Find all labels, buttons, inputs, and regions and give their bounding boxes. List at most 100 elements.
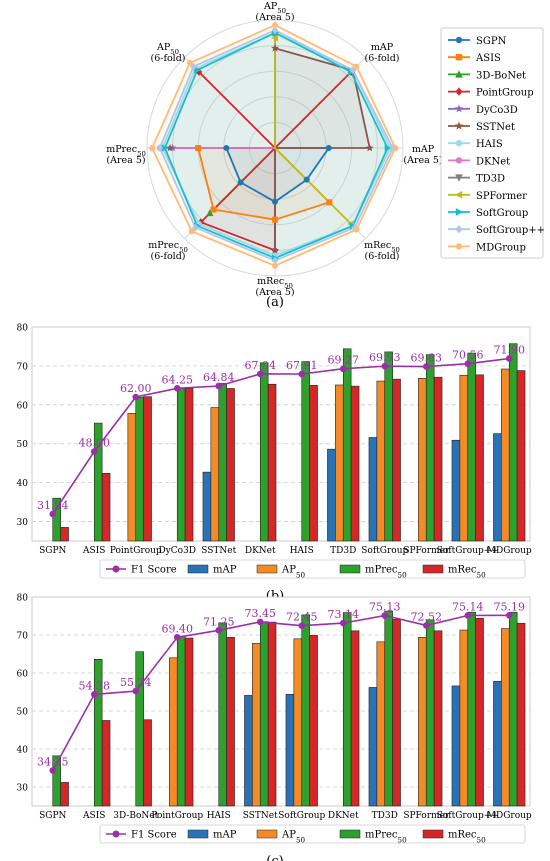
legend-label-mrec50: mRec50 (448, 565, 486, 580)
legend-label-pointgroup: PointGroup (476, 88, 534, 99)
x-tick-label-asis: ASIS (82, 811, 105, 821)
legend-label-ap50: AP50 (281, 830, 306, 845)
f1-point (90, 691, 98, 698)
bar-ap50-sstnet (252, 643, 261, 807)
f1-value-label: 72.45 (286, 611, 318, 624)
legend-swatch-mrec50 (422, 829, 444, 839)
bar-map-sstnet (202, 471, 212, 542)
bar-legend: F1 Score mAP AP50 mPrec50 mRec50 (99, 824, 526, 845)
f1-value-label: 75.14 (452, 600, 484, 613)
bar-mprec50-mdgroup (508, 343, 518, 542)
bar-mrec50-sstnet (267, 621, 277, 807)
radar-series-markers (149, 22, 399, 269)
f1-value-label: 62.00 (120, 382, 152, 395)
f1-value-label: 73.14 (328, 608, 360, 621)
bar-map-td3d (368, 687, 378, 807)
f1-line (52, 357, 510, 515)
f1-value-label: 34.35 (37, 755, 69, 768)
radar-point-asis (326, 199, 333, 206)
bar-mrec50-td3d (350, 385, 360, 542)
bar-map-softgroup (368, 437, 378, 542)
radar-axis-label: AP50 (156, 42, 179, 56)
f1-value-label: 64.25 (162, 373, 194, 386)
x-tick-label-pointgroup: PointGroup (151, 811, 203, 821)
radar-point-softgroup (190, 62, 197, 71)
f1-point (298, 622, 306, 629)
bar-mprec50-sstnet (259, 621, 269, 807)
bar-ap50-mdgroup (501, 368, 510, 542)
bar-mrec50-softgroup (475, 617, 484, 807)
radar-point-softgroup (161, 144, 169, 152)
bar-mprec50-softgroup (467, 352, 476, 542)
f1-point (256, 618, 264, 626)
radar-point-3d-bonet (206, 209, 214, 217)
bar-ap50-softgroup (459, 374, 469, 542)
bar-mrec50-dknet (350, 630, 360, 807)
y-tick-label: 30 (17, 518, 29, 528)
legend-marker-softgroup (455, 208, 464, 216)
bar-mrec50-hais (309, 385, 318, 542)
radar-point-asis (210, 206, 217, 213)
plot-frame (31, 326, 531, 542)
radar-point-asis (272, 216, 278, 223)
legend-marker-3d-bonet (455, 70, 463, 78)
bar-mprec50-mdgroup (508, 611, 518, 807)
f1-value-label: 67.91 (286, 359, 318, 372)
f1-point (173, 633, 181, 641)
radar-point-softgroup (384, 144, 392, 152)
legend-marker-mdgroup (455, 243, 463, 250)
radar-point-mdgroup (272, 262, 278, 269)
legend-marker-asis (455, 54, 463, 61)
legend-marker-pointgroup (455, 87, 463, 96)
radar-point-softgroup (271, 256, 279, 265)
y-tick-label: 40 (17, 479, 29, 489)
bar-mrec50-dknet (267, 383, 277, 542)
radar-line-pointgroup (198, 71, 352, 252)
f1-value-label: 31.94 (37, 499, 69, 512)
bar-mrec50-3d-bonet (143, 719, 152, 807)
f1-point (215, 626, 223, 634)
f1-value-label: 67.94 (245, 359, 277, 372)
legend-label-mprec50: mPrec50 (365, 830, 407, 845)
bar-mrec50-sgpn (60, 782, 69, 807)
radar-fill-asis (198, 148, 330, 220)
radar-point-mdgroup (353, 226, 360, 233)
legend-marker-dknet (455, 157, 463, 164)
bar-mprec50-sgpn (52, 497, 61, 542)
radar-point-spformer (271, 34, 278, 42)
radar-point-pointgroup (195, 68, 203, 76)
legend-label-mrec50: mRec50 (448, 830, 486, 845)
x-tick-label-softgroup: SoftGroup (278, 811, 325, 821)
f1-point (422, 363, 430, 370)
f1-value-label: 72.52 (411, 610, 443, 623)
bar-mrec50-pointgroup (143, 396, 152, 542)
bar-mprec50-dyco3d (176, 387, 186, 542)
x-tick-label-sstnet: SSTNet (201, 546, 236, 556)
radar-point-sgpn (223, 145, 230, 151)
x-tick-label-spformer: SPFormer (403, 546, 450, 556)
bar-mrec50-softgroup (309, 635, 318, 807)
y-tick-label: 50 (17, 708, 29, 718)
f1-value-label: 69.83 (411, 352, 443, 365)
y-tick-label: 50 (17, 440, 29, 450)
y-tick-label: 70 (17, 362, 29, 372)
x-tick-label-hais: HAIS (290, 546, 314, 556)
f1-point (90, 448, 98, 455)
radar-axis-label: mPrec50 (148, 240, 188, 254)
radar-axis-label: mRec50 (257, 276, 293, 290)
radar-axis-label: mPrec50 (106, 144, 146, 158)
plot-frame (31, 596, 531, 807)
legend-swatch-mprec50 (339, 564, 361, 574)
radar-chart: AP50(Area 5)mAP(6-fold)mAP(Area 5)mRec50… (106, 1, 545, 310)
bar-mprec50-sgpn (52, 755, 61, 807)
legend-f1-marker (112, 830, 120, 838)
x-tick-label-dknet: DKNet (245, 546, 276, 556)
f1-point (132, 687, 140, 695)
x-tick-label-softgroup: SoftGroup (361, 546, 408, 556)
f1-point (505, 611, 513, 619)
bar-mrec50-sgpn (60, 527, 69, 542)
bar-mrec50-sstnet (226, 388, 235, 542)
bar-mprec50-spformer (425, 619, 435, 807)
bar-ap50-pointgroup (169, 657, 178, 807)
